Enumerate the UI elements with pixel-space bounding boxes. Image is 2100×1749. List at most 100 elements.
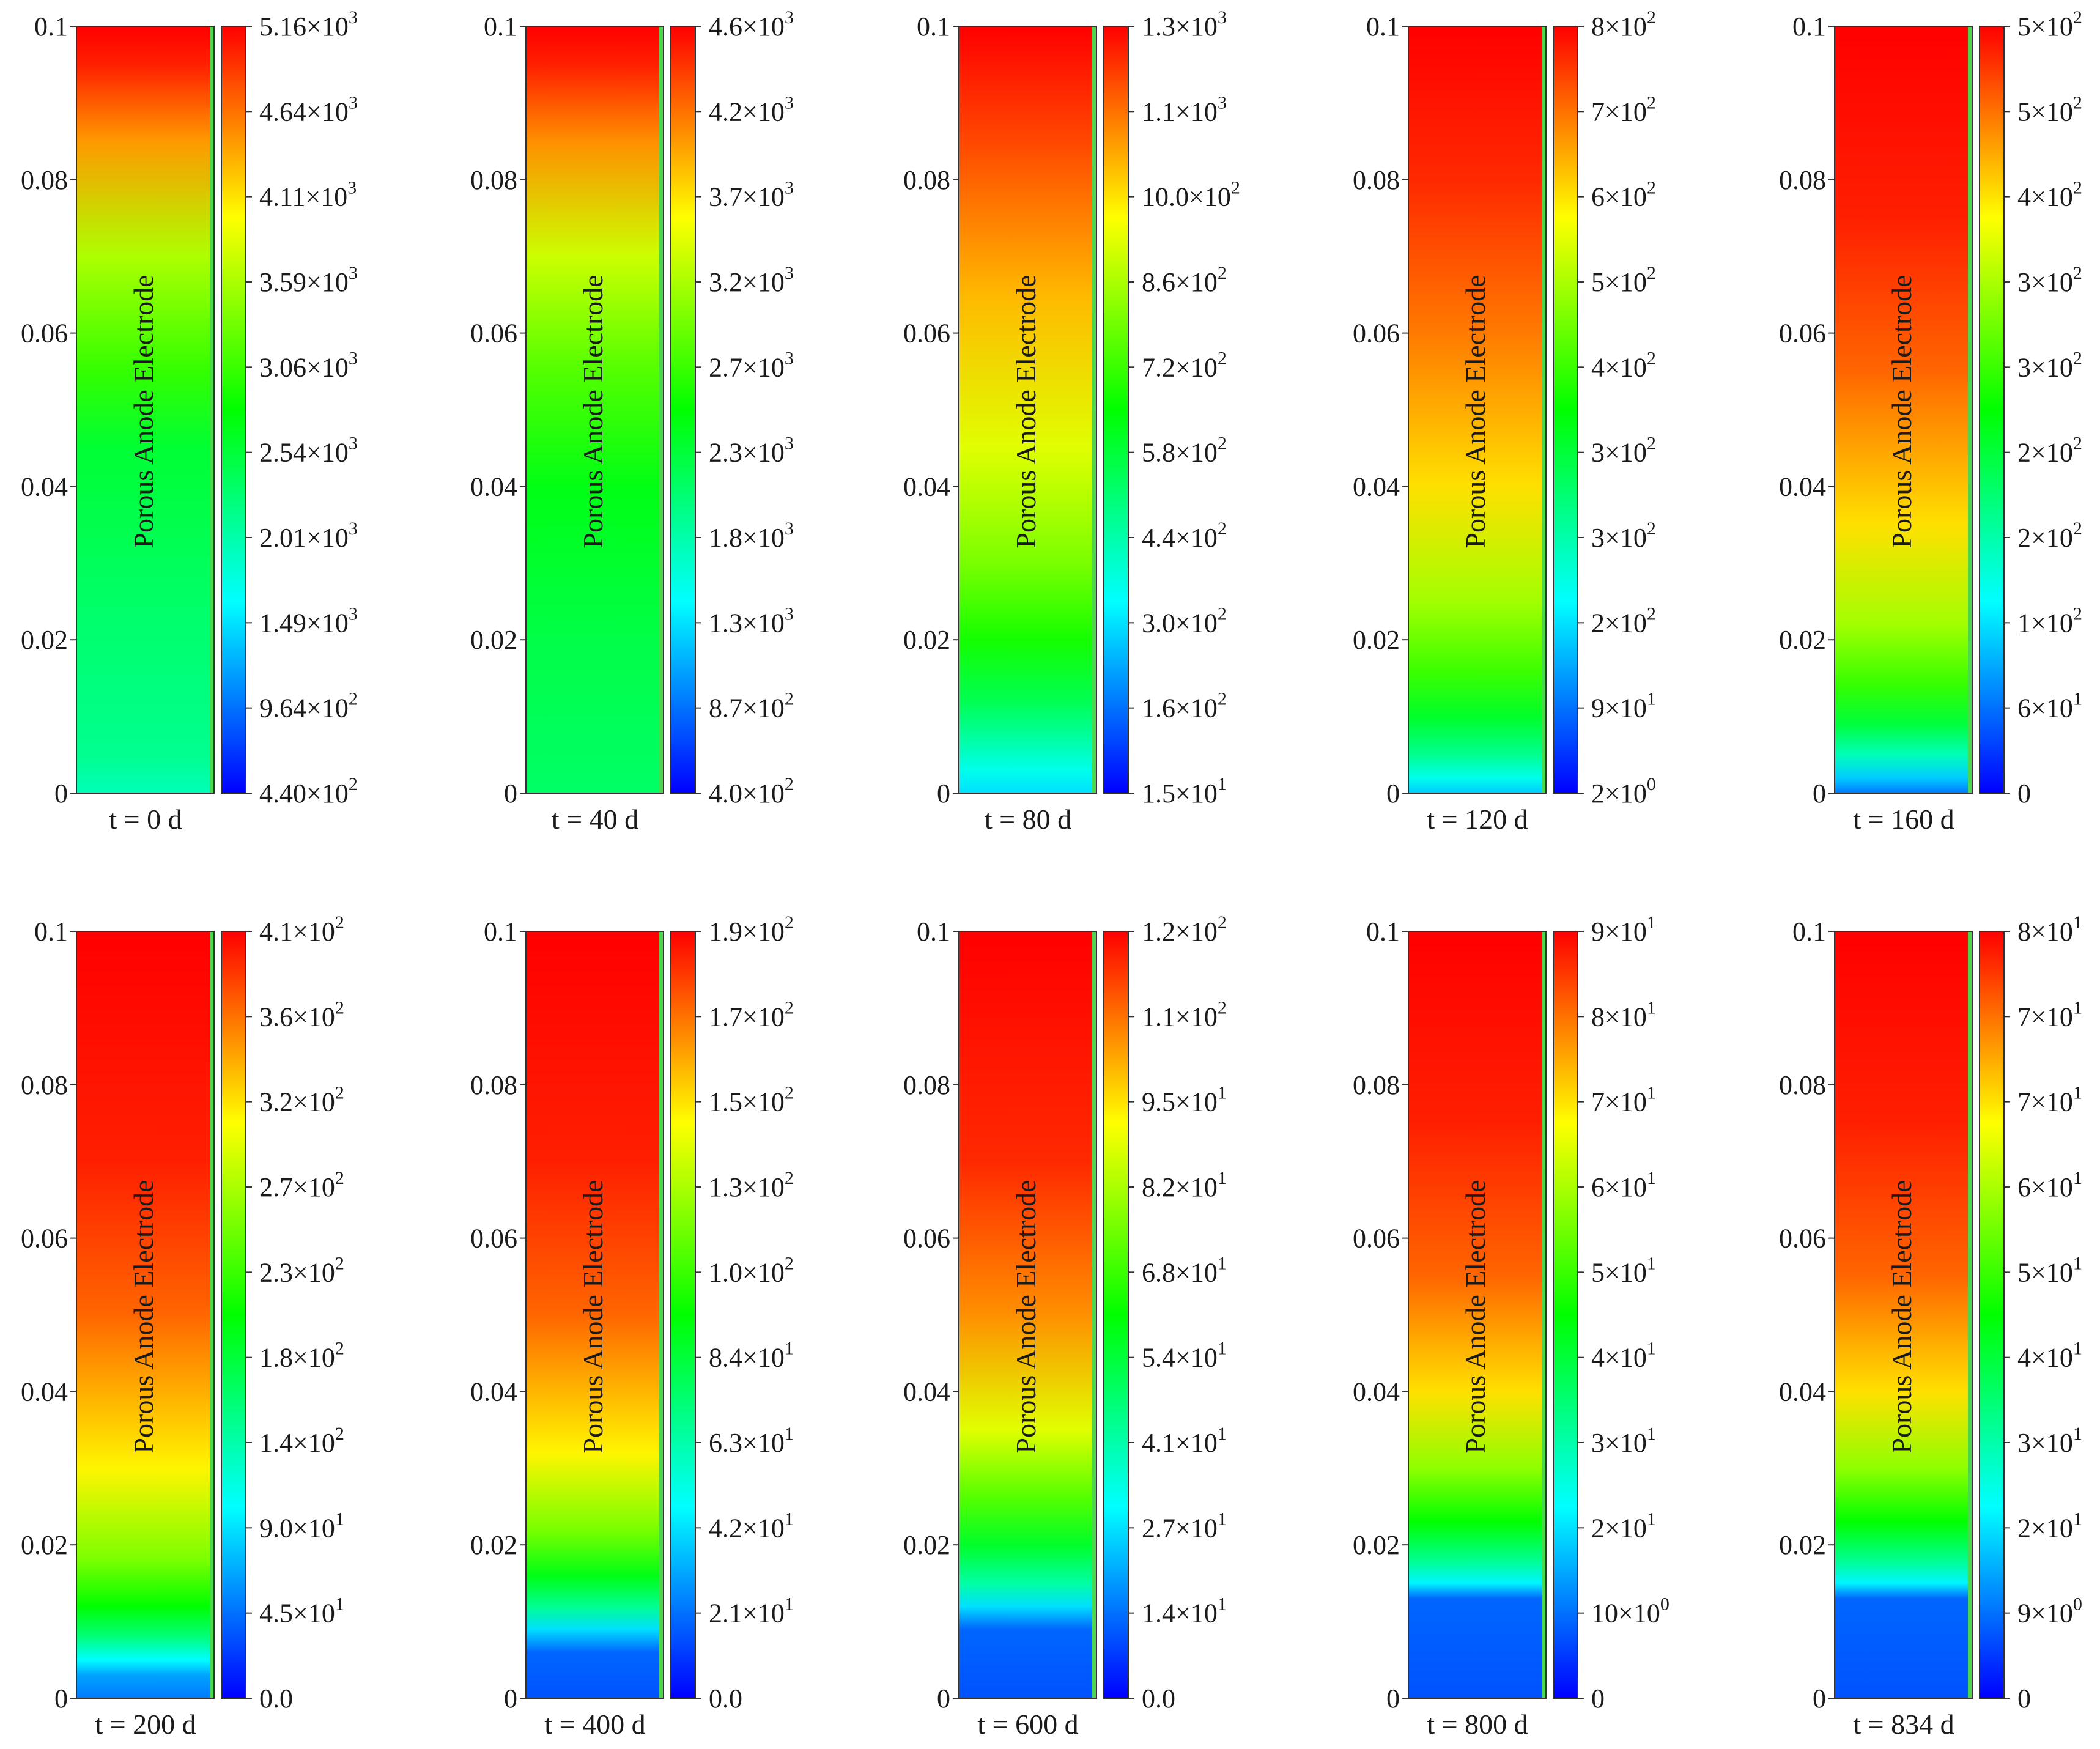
electrode-strip bbox=[1968, 26, 1972, 793]
colorbar-tick-label: 2.7×102 bbox=[259, 1168, 344, 1202]
colorbar bbox=[1103, 26, 1129, 794]
heat-field bbox=[526, 931, 659, 1698]
electrode-strip bbox=[210, 931, 214, 1698]
colorbar-tick-label: 1×102 bbox=[2017, 604, 2082, 638]
y-tick-label: 0.04 bbox=[470, 471, 517, 501]
panel-4: 0 0.02 0.04 0.06 0.08 0.1 Porous Anode Electro… bbox=[1353, 7, 1656, 835]
y-tick-label: 0.04 bbox=[1779, 471, 1826, 501]
y-tick-label: 0 bbox=[937, 778, 950, 808]
colorbar-tick-label: 1.4×101 bbox=[1142, 1594, 1227, 1629]
colorbar-tick-label: 5×102 bbox=[1591, 263, 1656, 297]
y-tick-label: 0.02 bbox=[470, 1530, 517, 1560]
y-tick-label: 0 bbox=[54, 778, 68, 808]
colorbar-tick-label: 5×101 bbox=[1591, 1253, 1656, 1287]
y-tick-label: 0.04 bbox=[1779, 1377, 1826, 1407]
colorbar-tick-label: 3.0×102 bbox=[1142, 604, 1227, 638]
colorbar-tick-label: 5.8×102 bbox=[1142, 434, 1227, 468]
colorbar-tick-label: 9×101 bbox=[1591, 912, 1656, 947]
y-tick-label: 0 bbox=[504, 778, 517, 808]
colorbar-tick-label: 4.1×101 bbox=[1142, 1424, 1227, 1458]
panel-3: 0 0.02 0.04 0.06 0.08 0.1 Porous Anode Electro… bbox=[903, 7, 1240, 835]
colorbar-tick-label: 2.54×103 bbox=[259, 434, 358, 468]
y-tick-label: 0.1 bbox=[1792, 12, 1826, 42]
region-label: Porous Anode Electrode bbox=[128, 275, 159, 548]
colorbar-tick-label: 3×101 bbox=[1591, 1424, 1656, 1458]
colorbar-tick-label: 3×102 bbox=[2017, 348, 2082, 382]
y-tick-label: 0.1 bbox=[917, 917, 950, 947]
colorbar-tick-label: 3.6×102 bbox=[259, 997, 344, 1032]
colorbar-tick-label: 2.7×101 bbox=[1142, 1509, 1227, 1543]
panel-8: 0 0.02 0.04 0.06 0.08 0.1 Porous Anode Electro… bbox=[903, 912, 1227, 1740]
y-tick-label: 0.02 bbox=[1779, 625, 1826, 655]
y-tick-label: 0 bbox=[937, 1684, 950, 1714]
colorbar-tick-label: 4.2×103 bbox=[709, 92, 794, 127]
colorbar-tick-label: 6.8×101 bbox=[1142, 1253, 1227, 1287]
colorbar bbox=[221, 26, 246, 794]
colorbar-tick-label: 2×102 bbox=[2017, 519, 2082, 553]
y-tick-label: 0 bbox=[504, 1684, 517, 1714]
plot-frame bbox=[76, 931, 215, 1699]
colorbar bbox=[670, 26, 696, 794]
colorbar-tick-label: 1.8×102 bbox=[259, 1339, 344, 1373]
y-tick-label: 0.04 bbox=[1353, 1377, 1400, 1407]
colorbar-tick-label: 1.8×103 bbox=[709, 519, 794, 553]
colorbar-tick-label: 6×101 bbox=[2017, 1168, 2082, 1202]
y-tick-label: 0.1 bbox=[1792, 917, 1826, 947]
electrode-strip bbox=[210, 26, 214, 793]
y-tick-label: 0 bbox=[1813, 778, 1826, 808]
colorbar bbox=[670, 931, 696, 1699]
y-tick-label: 0.1 bbox=[34, 917, 68, 947]
colorbar-tick-label: 5.16×103 bbox=[259, 7, 358, 42]
colorbar-tick-label: 7×101 bbox=[2017, 1083, 2082, 1117]
colorbar-tick-label: 3.7×103 bbox=[709, 178, 794, 212]
colorbar-tick-label: 8×102 bbox=[1591, 7, 1656, 42]
electrode-strip bbox=[1092, 931, 1096, 1698]
colorbar-tick-label: 3.2×103 bbox=[709, 263, 794, 297]
panel-6: 0 0.02 0.04 0.06 0.08 0.1 Porous Anode Electro… bbox=[21, 912, 344, 1740]
electrode-strip bbox=[1542, 931, 1546, 1698]
y-tick-label: 0.08 bbox=[1353, 165, 1400, 195]
y-tick-label: 0.06 bbox=[470, 1224, 517, 1254]
region-label: Porous Anode Electrode bbox=[1010, 1180, 1041, 1453]
colorbar-tick-label: 4.5×101 bbox=[259, 1594, 344, 1629]
colorbar-tick-label: 9×100 bbox=[2017, 1594, 2082, 1629]
colorbar-tick-label: 5.4×101 bbox=[1142, 1339, 1227, 1373]
y-tick-label: 0.1 bbox=[1366, 12, 1400, 42]
colorbar-tick-label: 4×101 bbox=[1591, 1339, 1656, 1373]
y-tick-label: 0.08 bbox=[903, 1070, 950, 1100]
y-tick-label: 0.1 bbox=[1366, 917, 1400, 947]
colorbar-tick-label: 2.3×103 bbox=[709, 434, 794, 468]
y-tick-label: 0.04 bbox=[903, 471, 950, 501]
colorbar-tick-label: 1.0×102 bbox=[709, 1253, 794, 1287]
colorbar-tick-label: 8×101 bbox=[2017, 912, 2082, 947]
time-label: t = 200 d bbox=[95, 1709, 196, 1740]
colorbar-tick-label: 6×101 bbox=[2017, 689, 2082, 723]
colorbar-tick-label: 7×101 bbox=[1591, 1083, 1656, 1117]
colorbar-tick-label: 0.0 bbox=[1142, 1684, 1175, 1714]
y-tick-label: 0.04 bbox=[903, 1377, 950, 1407]
colorbar-tick-label: 2×100 bbox=[1591, 774, 1656, 808]
colorbar-tick-label: 9×101 bbox=[1591, 689, 1656, 723]
y-tick-label: 0.06 bbox=[1353, 1224, 1400, 1254]
colorbar-tick-label: 1.1×103 bbox=[1142, 92, 1227, 127]
colorbar bbox=[1553, 931, 1578, 1699]
colorbar-tick-label: 9.0×101 bbox=[259, 1509, 344, 1543]
region-label: Porous Anode Electrode bbox=[1010, 275, 1041, 548]
heat-field bbox=[959, 931, 1092, 1698]
colorbar-tick-label: 3×102 bbox=[2017, 263, 2082, 297]
colorbar-tick-label: 4.6×103 bbox=[709, 7, 794, 42]
time-label: t = 160 d bbox=[1853, 804, 1954, 835]
colorbar-tick-label: 1.3×103 bbox=[1142, 7, 1227, 42]
y-tick-label: 0.02 bbox=[21, 625, 68, 655]
y-tick-label: 0.04 bbox=[1353, 471, 1400, 501]
electrode-strip bbox=[659, 26, 664, 793]
heat-field bbox=[959, 26, 1092, 793]
panel-5: 0 0.02 0.04 0.06 0.08 0.1 Porous Anode Electro… bbox=[1779, 7, 2082, 835]
y-tick-label: 0.02 bbox=[1353, 625, 1400, 655]
colorbar bbox=[1553, 26, 1578, 794]
y-tick-label: 0.04 bbox=[21, 471, 68, 501]
colorbar-tick-label: 4×102 bbox=[2017, 178, 2082, 212]
colorbar-tick-label: 1.49×103 bbox=[259, 604, 358, 638]
colorbar-tick-label: 2×102 bbox=[2017, 434, 2082, 468]
time-label: t = 120 d bbox=[1427, 804, 1528, 835]
